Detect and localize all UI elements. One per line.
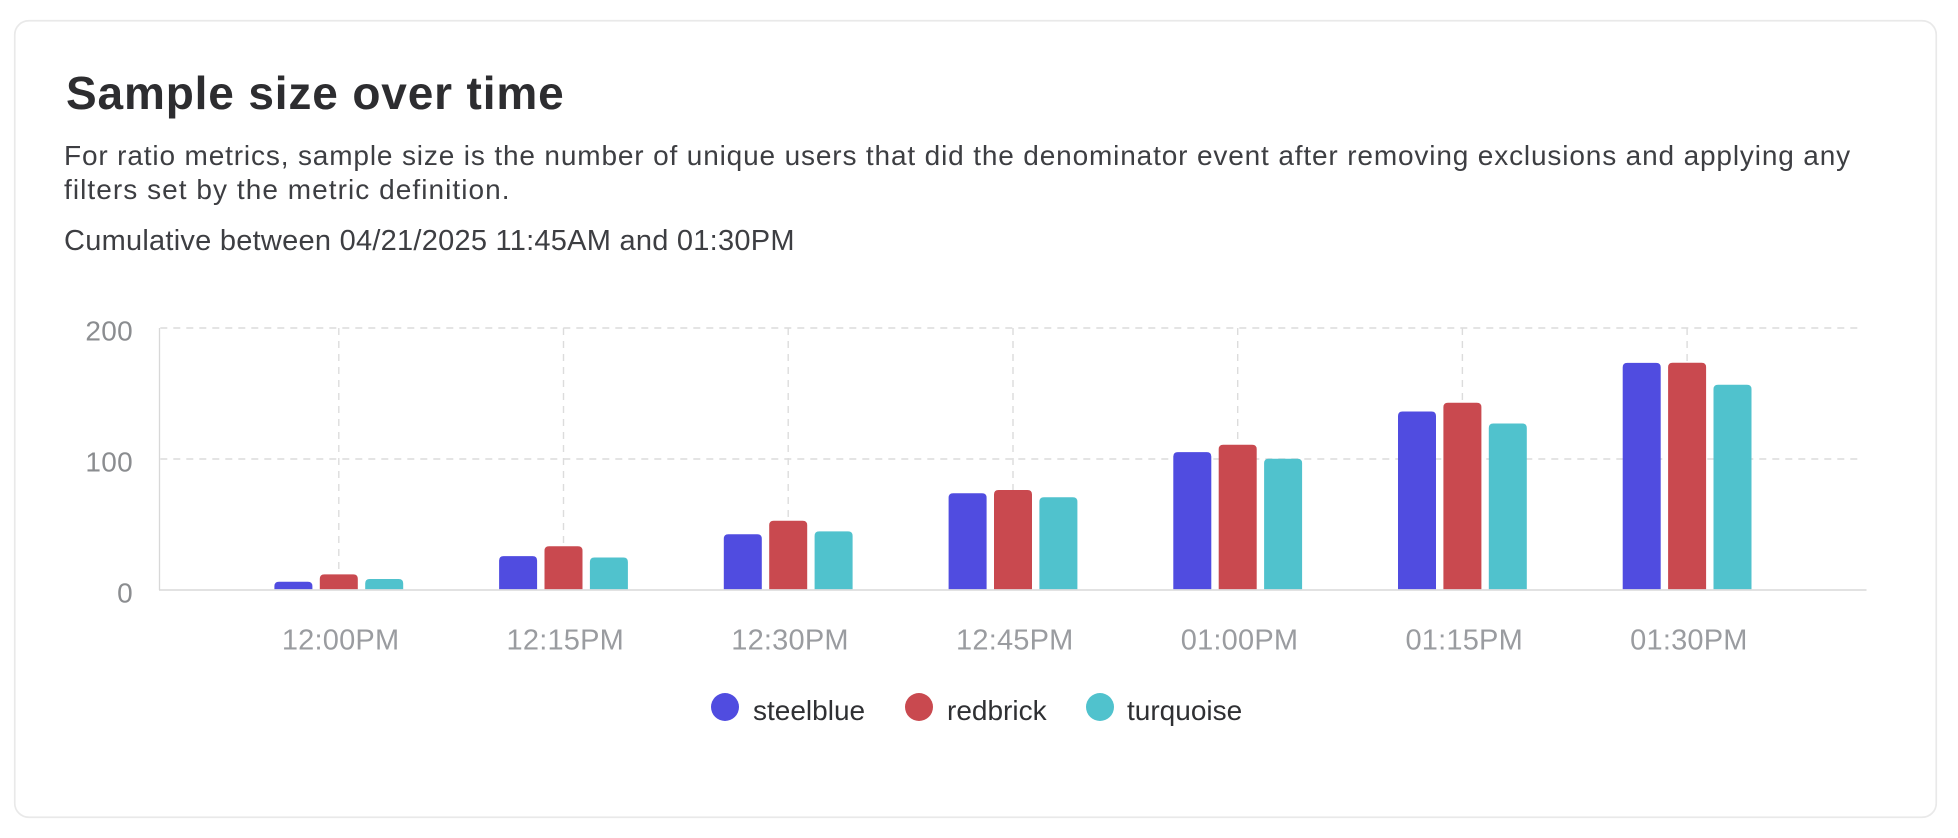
svg-text:12:30PM: 12:30PM bbox=[731, 625, 848, 657]
svg-text:01:30PM: 01:30PM bbox=[1630, 625, 1747, 657]
svg-text:01:15PM: 01:15PM bbox=[1405, 625, 1522, 657]
svg-text:12:45PM: 12:45PM bbox=[956, 625, 1073, 657]
svg-text:200: 200 bbox=[85, 316, 133, 347]
svg-text:filters set by the metric defi: filters set by the metric definition. bbox=[64, 174, 511, 205]
svg-text:turquoise: turquoise bbox=[1127, 695, 1242, 726]
svg-text:Sample size over time: Sample size over time bbox=[66, 67, 565, 119]
svg-text:Cumulative between 04/21/2025: Cumulative between 04/21/2025 11:45AM an… bbox=[64, 225, 795, 257]
svg-text:0: 0 bbox=[117, 578, 133, 609]
svg-text:For ratio metrics, sample size: For ratio metrics, sample size is the nu… bbox=[64, 140, 1851, 171]
svg-text:100: 100 bbox=[85, 447, 133, 478]
svg-text:01:00PM: 01:00PM bbox=[1181, 625, 1298, 657]
svg-text:steelblue: steelblue bbox=[753, 695, 865, 726]
svg-text:redbrick: redbrick bbox=[947, 695, 1048, 726]
svg-text:12:00PM: 12:00PM bbox=[282, 625, 399, 657]
svg-text:12:15PM: 12:15PM bbox=[507, 625, 624, 657]
